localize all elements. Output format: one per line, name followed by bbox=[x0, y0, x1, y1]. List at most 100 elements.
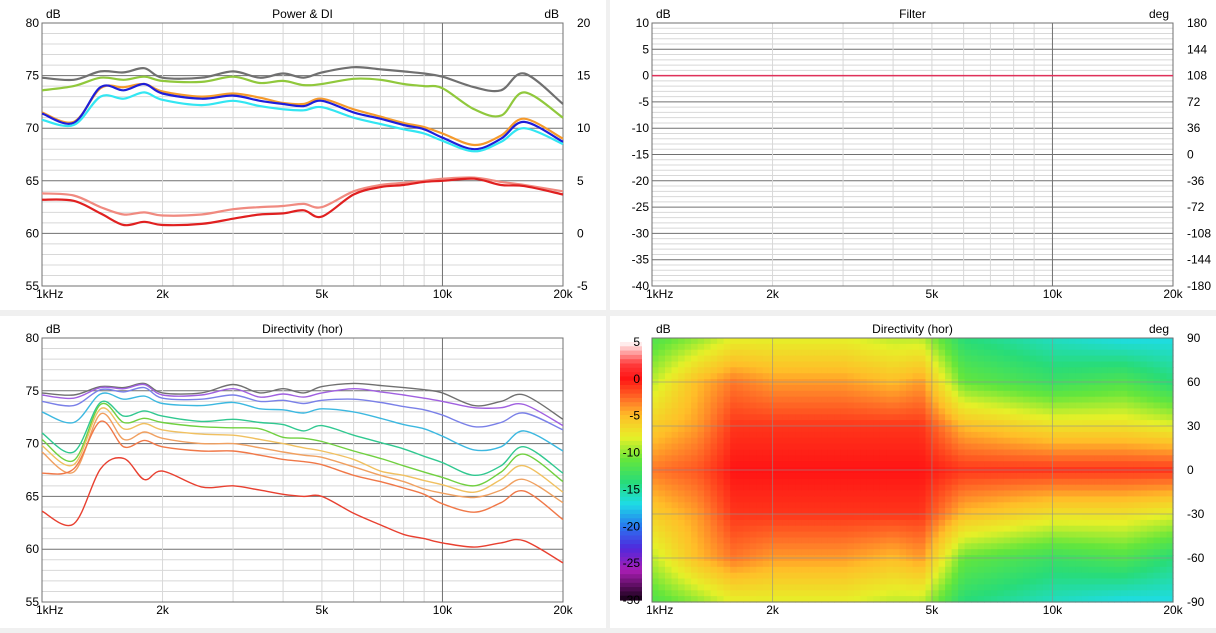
heatmap-cell bbox=[847, 396, 855, 404]
heatmap-cell bbox=[704, 578, 712, 585]
heatmap-cell bbox=[834, 443, 842, 451]
heatmap-cell bbox=[860, 408, 868, 415]
heatmap-cell bbox=[717, 596, 725, 603]
plot-border bbox=[41, 22, 564, 287]
colorbar-swatch bbox=[620, 522, 642, 528]
heatmap-cell bbox=[782, 420, 790, 427]
colorbar-swatch bbox=[620, 587, 642, 592]
y-tick-left: -5 bbox=[638, 95, 649, 109]
heatmap-cell bbox=[990, 549, 998, 556]
heatmap-cell bbox=[951, 373, 959, 380]
heatmap-cell bbox=[743, 566, 751, 574]
heatmap-cell bbox=[958, 531, 966, 539]
heatmap-cell bbox=[1146, 549, 1154, 556]
heatmap-cell bbox=[743, 519, 751, 527]
heatmap-cell bbox=[964, 572, 972, 580]
heatmap-cell bbox=[697, 384, 705, 392]
heatmap-cell bbox=[866, 384, 874, 392]
heatmap-cell bbox=[1160, 560, 1168, 568]
heatmap-cell bbox=[1081, 431, 1089, 439]
heatmap-cell bbox=[834, 502, 842, 509]
heatmap-cell bbox=[977, 525, 985, 533]
heatmap-cell bbox=[730, 361, 738, 368]
heatmap-cell bbox=[821, 478, 829, 486]
heatmap-cell bbox=[710, 472, 718, 480]
heatmap-cell bbox=[814, 443, 822, 451]
heatmap-cell bbox=[1068, 472, 1076, 480]
plot-border bbox=[41, 337, 564, 603]
heatmap-cell bbox=[1166, 560, 1174, 568]
heatmap-cell bbox=[1016, 461, 1024, 468]
heatmap-cell bbox=[847, 367, 855, 374]
heatmap-cell bbox=[886, 449, 894, 456]
heatmap-cell bbox=[1120, 514, 1128, 521]
heatmap-cell bbox=[990, 537, 998, 544]
heatmap-cell bbox=[1146, 472, 1154, 480]
heatmap-cell bbox=[795, 584, 803, 591]
heatmap-cell bbox=[1023, 390, 1031, 398]
heatmap-cell bbox=[1153, 525, 1161, 533]
heatmap-cell bbox=[1120, 478, 1128, 486]
heatmap-cell bbox=[879, 560, 887, 568]
heatmap-cell bbox=[925, 384, 933, 392]
heatmap-cell bbox=[671, 543, 679, 550]
colorbar-swatch bbox=[620, 535, 642, 541]
heatmap-cell bbox=[1055, 519, 1063, 527]
heatmap-cell bbox=[775, 508, 783, 515]
heatmap-cell bbox=[997, 426, 1005, 433]
heatmap-cell bbox=[1081, 560, 1089, 568]
heatmap-cell bbox=[1088, 384, 1096, 392]
heatmap-cell bbox=[840, 420, 848, 427]
heatmap-cell bbox=[951, 584, 959, 591]
heatmap-cell bbox=[866, 414, 874, 421]
heatmap-cell bbox=[736, 420, 744, 427]
heatmap-cell bbox=[704, 596, 712, 603]
heatmap-cell bbox=[951, 343, 959, 351]
heatmap-cell bbox=[971, 584, 979, 591]
heatmap-cell bbox=[853, 390, 861, 398]
heatmap-cell bbox=[873, 572, 881, 580]
heatmap-cell bbox=[964, 537, 972, 544]
heatmap-cell bbox=[1153, 414, 1161, 421]
heatmap-cell bbox=[749, 431, 757, 439]
heatmap-cell bbox=[749, 484, 757, 492]
heatmap-cell bbox=[710, 349, 718, 357]
heatmap-cell bbox=[691, 572, 699, 580]
heatmap-cell bbox=[671, 367, 679, 374]
heatmap-cell bbox=[958, 373, 966, 380]
heatmap-cell bbox=[749, 543, 757, 550]
heatmap-cell bbox=[1127, 355, 1135, 363]
heatmap-cell bbox=[775, 455, 783, 462]
heatmap-cell bbox=[834, 390, 842, 398]
colorbar-swatch bbox=[620, 578, 642, 584]
heatmap-cell bbox=[1114, 525, 1122, 533]
heatmap-cell bbox=[736, 414, 744, 421]
heatmap-cell bbox=[938, 408, 946, 415]
colorbar-swatch bbox=[620, 389, 642, 395]
heatmap-cell bbox=[678, 461, 686, 468]
heatmap-cell bbox=[1114, 390, 1122, 398]
heatmap-cell bbox=[1127, 396, 1135, 404]
heatmap-cell bbox=[873, 373, 881, 380]
heatmap-cell bbox=[1081, 525, 1089, 533]
heatmap-cell bbox=[1146, 514, 1154, 521]
heatmap-cell bbox=[1166, 502, 1174, 509]
heatmap-cell bbox=[671, 343, 679, 351]
heatmap-cell bbox=[938, 431, 946, 439]
heatmap-cell bbox=[1094, 531, 1102, 539]
heatmap-cell bbox=[899, 384, 907, 392]
heatmap-cell bbox=[795, 490, 803, 497]
heatmap-cell bbox=[860, 502, 868, 509]
y-tick-left: 60 bbox=[26, 542, 40, 556]
heatmap-cell bbox=[730, 373, 738, 380]
heatmap-cell bbox=[1081, 472, 1089, 480]
heatmap-cell bbox=[691, 449, 699, 456]
heatmap-cell bbox=[795, 596, 803, 603]
heatmap-cell bbox=[1088, 496, 1096, 503]
heatmap-cell bbox=[925, 514, 933, 521]
heatmap-cell bbox=[697, 426, 705, 433]
heatmap-cell bbox=[775, 402, 783, 409]
heatmap-cell bbox=[912, 584, 920, 591]
heatmap-cell bbox=[736, 531, 744, 539]
heatmap-cell bbox=[945, 343, 953, 351]
